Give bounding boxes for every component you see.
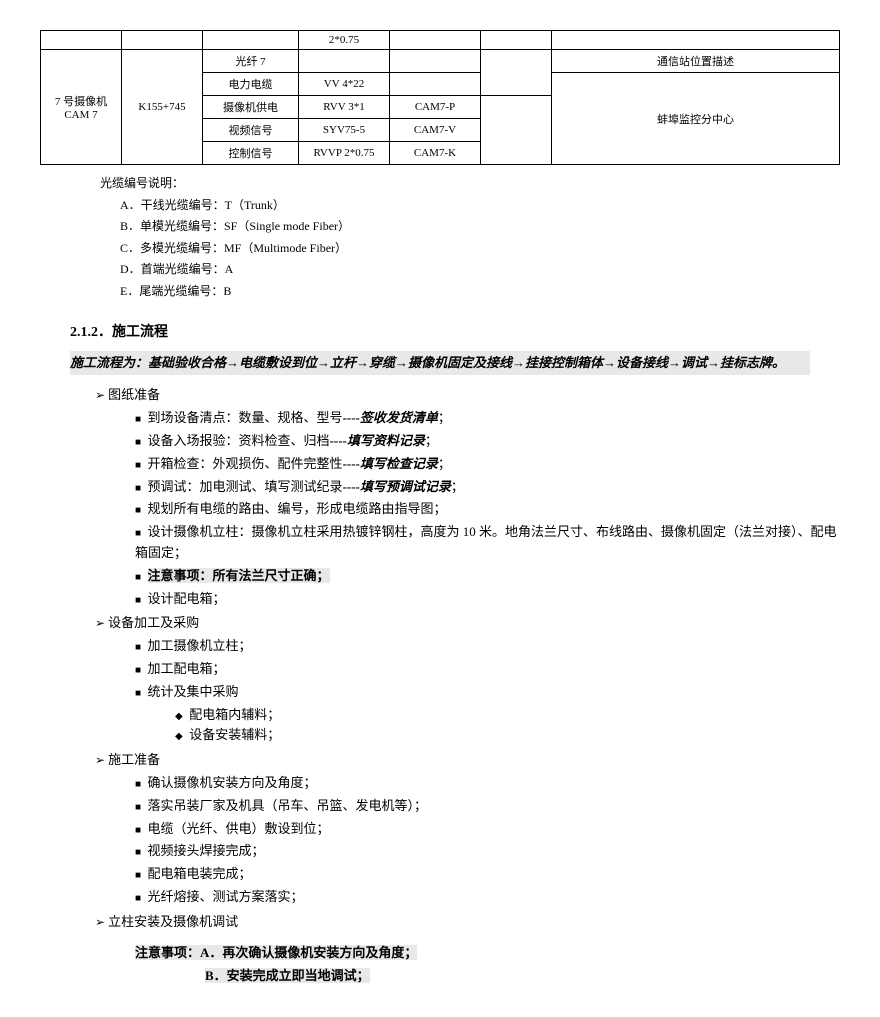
flow-text: 施工流程为：基础验收合格→电缆敷设到位→立杆→穿缆→摄像机固定及接线→挂接控制箱… (70, 351, 810, 376)
note-item: B．单模光缆编号：SF（Single mode Fiber） (120, 216, 840, 238)
group-title: 设备加工及采购 (108, 615, 199, 630)
group-title: 图纸准备 (108, 387, 160, 402)
note-item: A．干线光缆编号：T（Trunk） (120, 195, 840, 217)
item: 注意事项：所有法兰尺寸正确； (135, 566, 840, 587)
item: 电缆（光纤、供电）敷设到位； (135, 819, 840, 840)
item: 视频接头焊接完成； (135, 841, 840, 862)
cable-table: 2*0.75 7 号摄像机CAM 7 K155+745 光纤 7 通信站位置描述… (40, 30, 840, 165)
item: 加工摄像机立柱； (135, 636, 840, 657)
sub-item: 配电箱内辅料； (175, 705, 840, 726)
notes-title: 光缆编号说明： (100, 173, 840, 195)
item: 落实吊装厂家及机具（吊车、吊篮、发电机等）； (135, 796, 840, 817)
cell: 通信站位置描述 (552, 50, 840, 73)
item: 设计摄像机立柱：摄像机立柱采用热镀锌钢柱，高度为 10 米。地角法兰尺寸、布线路… (135, 522, 840, 564)
section-heading: 2.1.2．施工流程 (70, 321, 840, 341)
cell: 光纤 7 (203, 50, 299, 73)
item: 统计及集中采购 配电箱内辅料； 设备安装辅料； (135, 682, 840, 746)
item: 预调试：加电测试、填写测试纪录----填写预调试记录； (135, 477, 840, 498)
item: 确认摄像机安装方向及角度； (135, 773, 840, 794)
notes-block: 光缆编号说明： A．干线光缆编号：T（Trunk） B．单模光缆编号：SF（Si… (100, 173, 840, 303)
item: 加工配电箱； (135, 659, 840, 680)
item: 设备入场报验：资料检查、归档----填写资料记录； (135, 431, 840, 452)
cell: 2*0.75 (299, 31, 390, 50)
note-item: E．尾端光缆编号：B (120, 281, 840, 303)
item: 配电箱电装完成； (135, 864, 840, 885)
outline: 图纸准备 到场设备清点：数量、规格、型号----签收发货清单； 设备入场报验：资… (40, 385, 840, 932)
note-item: D．首端光缆编号：A (120, 259, 840, 281)
center-cell: 蚌埠监控分中心 (552, 73, 840, 165)
item: 规划所有电缆的路由、编号，形成电缆路由指导图； (135, 499, 840, 520)
group-title: 施工准备 (108, 752, 160, 767)
note-item: C．多模光缆编号：MF（Multimode Fiber） (120, 238, 840, 260)
group-title: 立柱安装及摄像机调试 (108, 914, 238, 929)
position: K155+745 (122, 50, 203, 165)
item: 设计配电箱； (135, 589, 840, 610)
final-note: B．安装完成立即当地调试； (205, 965, 840, 987)
sub-item: 设备安装辅料； (175, 725, 840, 746)
item: 到场设备清点：数量、规格、型号----签收发货清单； (135, 408, 840, 429)
final-note: 注意事项：A．再次确认摄像机安装方向及角度； (135, 942, 840, 964)
item: 光纤熔接、测试方案落实； (135, 887, 840, 908)
camera-label: 7 号摄像机CAM 7 (41, 50, 122, 165)
item: 开箱检查：外观损伤、配件完整性----填写检查记录； (135, 454, 840, 475)
